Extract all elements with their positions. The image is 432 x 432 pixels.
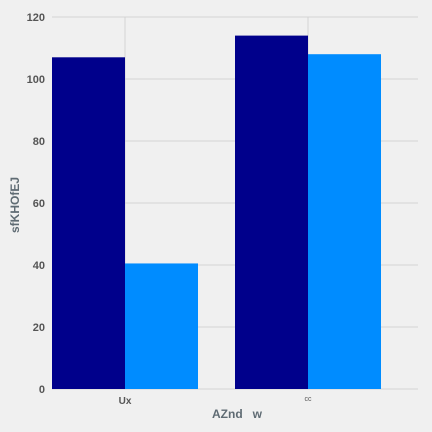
- y-axis-title: sfKHOfEJ: [8, 177, 22, 233]
- bar-series-1-Ux: [52, 57, 125, 390]
- y-tick-label: 40: [33, 260, 45, 272]
- bar-series-2-cc: [308, 54, 381, 389]
- x-tick-label: Ux: [119, 396, 132, 407]
- y-tick-label: 60: [33, 198, 45, 210]
- y-tick-labels: 0 20 40 60 80 100 120: [27, 12, 45, 396]
- bar-series-1-cc: [235, 35, 308, 389]
- y-tick-label: 20: [33, 322, 45, 334]
- x-axis-title: AZnd w: [212, 407, 263, 421]
- bar-series-2-Ux: [125, 263, 198, 389]
- x-tick-labels: Ux cc: [119, 396, 312, 407]
- y-tick-label: 0: [39, 384, 45, 396]
- x-tick-label: cc: [305, 396, 313, 403]
- y-tick-label: 100: [27, 74, 45, 86]
- y-tick-label: 120: [27, 12, 45, 24]
- bars: [52, 35, 381, 390]
- y-tick-label: 80: [33, 136, 45, 148]
